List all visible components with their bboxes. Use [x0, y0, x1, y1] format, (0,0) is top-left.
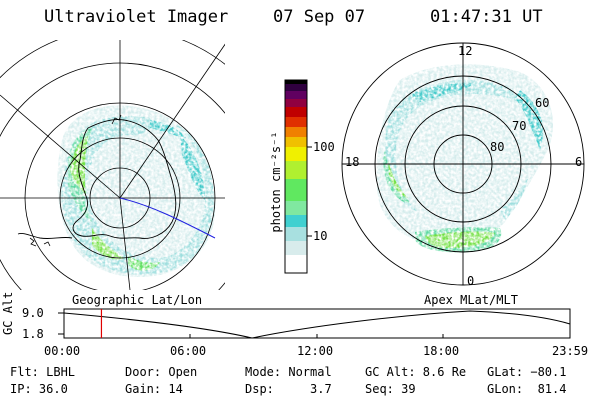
instrument-title: Ultraviolet Imager: [44, 7, 229, 27]
apex-polar-image: [341, 42, 585, 286]
mlat-label-70: 70: [512, 119, 527, 133]
date-label: 07 Sep 07: [273, 7, 366, 27]
timeline-x-tick-3: 18:00: [423, 344, 460, 358]
timeline-y-label: GC Alt: [1, 291, 15, 335]
geographic-label: Geographic Lat/Lon: [72, 293, 203, 307]
altitude-timeline: [58, 308, 571, 339]
timeline-y-tick-high: 9.0: [22, 306, 44, 320]
colorbar-tick-100: 100: [313, 140, 335, 154]
mlt-label-6: 6: [575, 155, 583, 169]
colorbar-tick-10: 10: [313, 229, 328, 243]
mlat-label-80: 80: [490, 140, 505, 154]
apex-label: Apex MLat/MLT: [424, 293, 518, 307]
seq-readout: Seq: 39: [365, 382, 416, 396]
timeline-x-tick-4: 23:59: [552, 344, 589, 358]
mlt-label-0: 0: [467, 274, 475, 288]
mode-readout: Mode: Normal: [245, 365, 332, 379]
mlat-label-60: 60: [535, 96, 550, 110]
door-readout: Door: Open: [125, 365, 198, 379]
filter-readout: Flt: LBHL: [10, 365, 76, 379]
mlt-label-18: 18: [345, 155, 360, 169]
gain-readout: Gain: 14: [125, 382, 183, 396]
dsp-readout: Dsp: 3.7: [245, 382, 332, 396]
timeline-x-tick-0: 00:00: [44, 344, 81, 358]
timeline-x-tick-1: 06:00: [170, 344, 207, 358]
timeline-x-tick-2: 12:00: [297, 344, 334, 358]
gc-alt-readout: GC Alt: 8.6 Re: [365, 365, 467, 379]
geographic-image: [0, 40, 225, 290]
glat-readout: GLat: −80.1: [487, 365, 567, 379]
glon-readout: GLon: 81.4: [487, 382, 567, 396]
colorbar: [284, 79, 312, 274]
mlt-label-12: 12: [458, 44, 473, 58]
ip-readout: IP: 36.0: [10, 382, 68, 396]
time-label: 01:47:31 UT: [430, 7, 543, 27]
colorbar-unit-label: photon cm⁻²s⁻¹: [269, 131, 283, 233]
timeline-y-tick-low: 1.8: [22, 327, 44, 341]
